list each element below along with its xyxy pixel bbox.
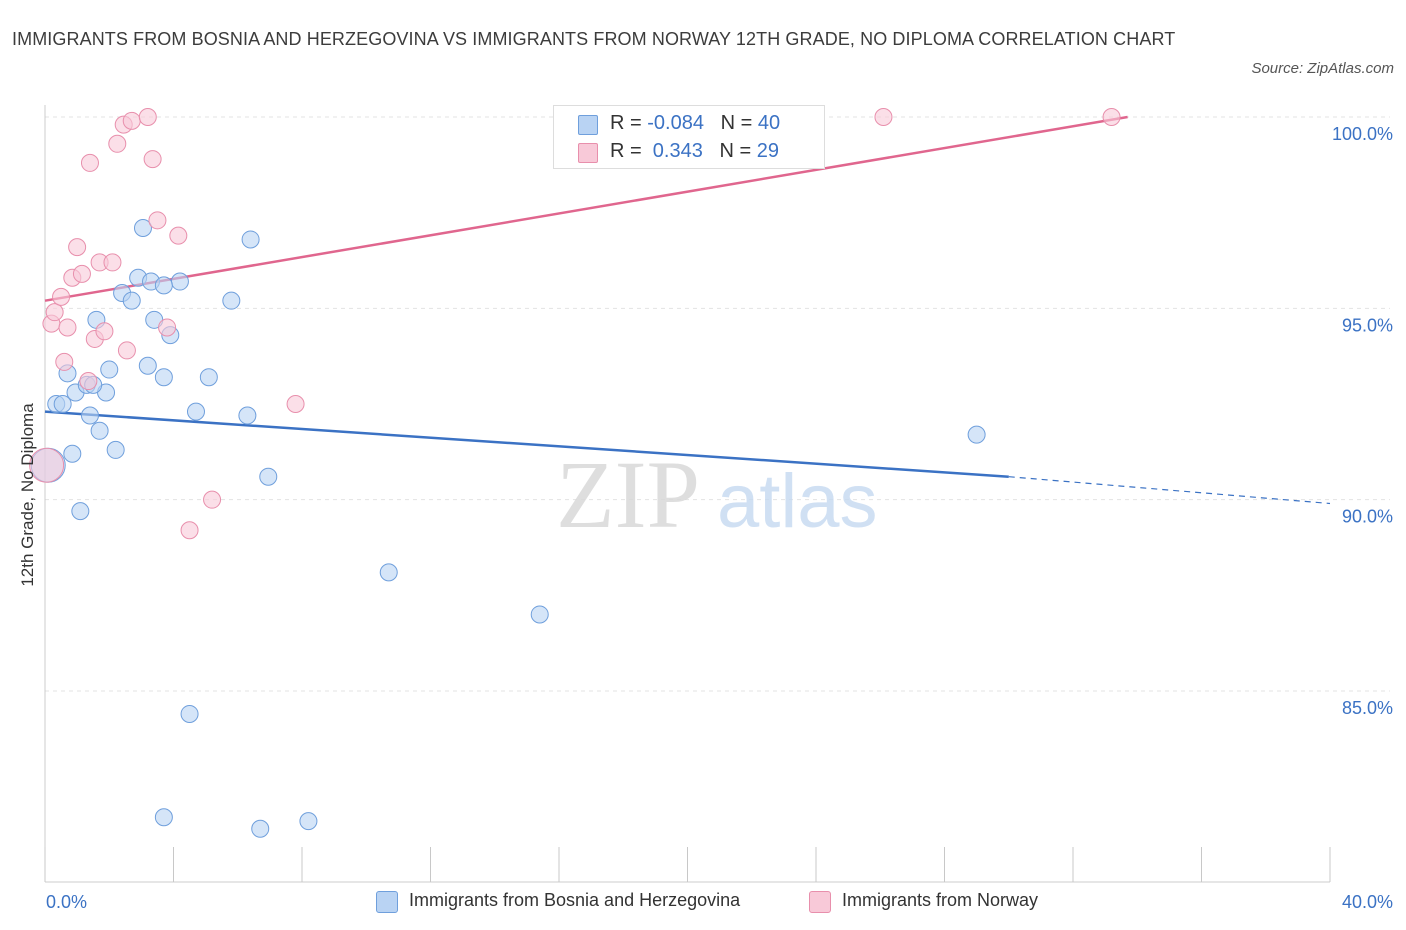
point-norway <box>52 287 71 306</box>
legend-label-bosnia: Immigrants from Bosnia and Herzegovina <box>409 890 741 910</box>
stats-swatch-bosnia <box>578 115 598 135</box>
r-label: R = <box>610 140 648 162</box>
point-bosnia <box>80 406 99 425</box>
x-tick-label-min: 0.0% <box>46 892 87 912</box>
point-norway <box>80 153 99 172</box>
point-norway <box>143 150 162 169</box>
point-bosnia <box>238 406 257 425</box>
point-norway <box>158 318 177 337</box>
chart-source: Source: ZipAtlas.com <box>1251 60 1394 77</box>
y-tick-label: 100.0% <box>1332 124 1393 144</box>
point-bosnia <box>154 368 173 387</box>
point-norway <box>148 211 167 230</box>
point-norway <box>1102 108 1121 126</box>
point-norway <box>79 372 98 391</box>
watermark-zip: ZIP <box>556 441 700 548</box>
point-bosnia <box>186 402 205 421</box>
point-bosnia <box>53 395 72 413</box>
point-norway <box>68 238 87 257</box>
point-bosnia <box>299 812 318 831</box>
point-norway <box>180 521 199 540</box>
point-norway <box>72 264 91 283</box>
point-bosnia <box>100 360 119 379</box>
tick-labels: 85.0% 90.0% 95.0% 100.0% 0.0% 40.0% <box>46 124 1393 912</box>
point-bosnia <box>90 421 109 440</box>
point-norway <box>95 322 114 341</box>
x-tick-label-max: 40.0% <box>1342 892 1393 912</box>
n-value-norway: 29 <box>756 140 780 162</box>
n-label: N = <box>719 140 757 162</box>
trend-layer <box>44 115 1331 505</box>
watermark: ZIP atlas <box>556 441 878 548</box>
point-bosnia <box>154 808 173 827</box>
r-label: R = <box>610 112 648 134</box>
point-bosnia <box>180 704 199 723</box>
trendline-norway <box>44 115 1128 302</box>
point-norway <box>103 253 122 272</box>
legend-label-norway: Immigrants from Norway <box>842 890 1039 910</box>
point-norway <box>286 395 305 413</box>
point-norway <box>117 341 136 360</box>
stats-legend: R = -0.084 N = 40 R = 0.343 N = 29 <box>553 105 825 169</box>
trendline-extension-bosnia <box>1008 476 1331 505</box>
r-value-bosnia: -0.084 <box>647 112 704 134</box>
watermark-atlas: atlas <box>717 459 878 544</box>
grid-layer <box>45 116 1390 692</box>
point-bosnia <box>106 440 125 459</box>
y-axis-label: 12th Grade, No Diploma <box>18 403 37 587</box>
point-bosnia <box>259 467 278 486</box>
point-bosnia <box>379 563 398 582</box>
point-norway <box>58 318 77 337</box>
point-bosnia <box>251 819 270 838</box>
point-norway <box>108 134 127 153</box>
point-bosnia <box>154 276 173 295</box>
point-bosnia <box>63 444 82 463</box>
point-bosnia <box>133 218 152 237</box>
point-bosnia <box>199 368 218 387</box>
y-tick-label: 90.0% <box>1342 507 1393 527</box>
point-bosnia <box>122 291 141 310</box>
legend-swatch-bosnia <box>376 891 398 913</box>
point-norway <box>45 303 64 322</box>
y-tick-label: 95.0% <box>1342 315 1393 335</box>
point-bosnia <box>530 605 549 624</box>
point-norway <box>29 447 65 483</box>
trendline-bosnia <box>44 410 1009 478</box>
point-norway <box>122 111 141 130</box>
point-bosnia <box>71 502 90 521</box>
point-bosnia <box>241 230 260 249</box>
legend-swatch-norway <box>809 891 831 913</box>
point-bosnia <box>222 291 241 310</box>
point-bosnia <box>170 272 189 291</box>
point-norway <box>874 108 893 126</box>
y-tick-label: 85.0% <box>1342 698 1393 718</box>
point-norway <box>55 352 74 371</box>
point-norway <box>169 226 188 245</box>
point-bosnia <box>138 356 157 375</box>
point-bosnia <box>967 425 986 444</box>
n-value-bosnia: 40 <box>757 112 781 134</box>
stats-swatch-norway <box>578 143 598 163</box>
r-value-norway: 0.343 <box>647 140 703 162</box>
n-label: N = <box>720 112 758 134</box>
point-norway <box>203 490 222 509</box>
point-norway <box>138 108 157 126</box>
axis-layer <box>44 105 1331 883</box>
chart-title: IMMIGRANTS FROM BOSNIA AND HERZEGOVINA V… <box>12 29 1176 49</box>
